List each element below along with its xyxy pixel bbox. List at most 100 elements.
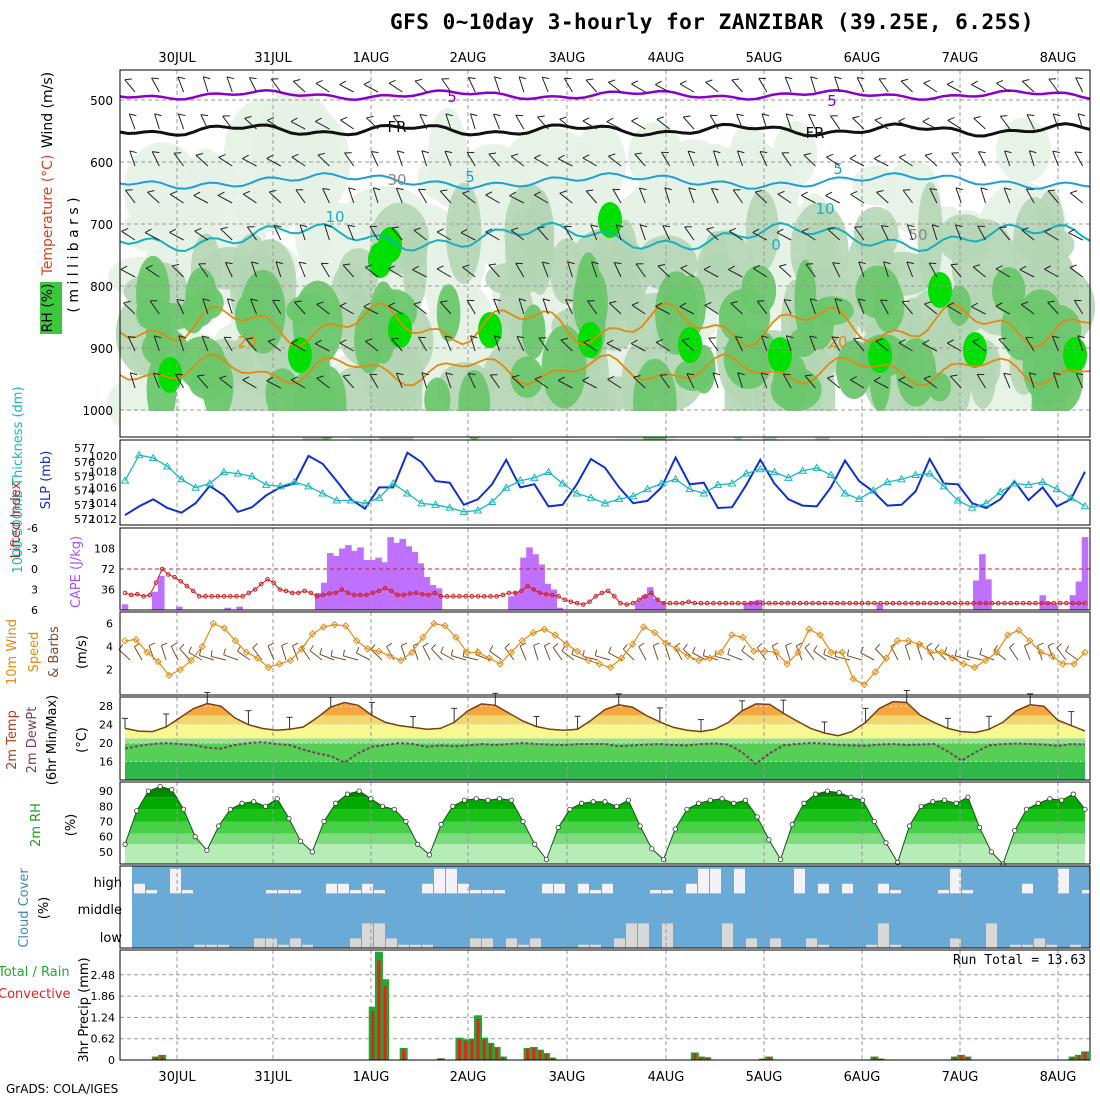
wind-barb [542,298,551,315]
slp-tick: 1012 [89,513,117,526]
wind-barb [705,79,719,93]
wind-barb [154,113,162,130]
cloud-bar [266,938,277,948]
cape-bar [326,553,334,610]
li-marker [296,590,301,596]
precip-conv-bar [705,1057,709,1060]
wind-barb [533,154,549,167]
rh2m-tick: 60 [99,831,113,844]
wind10-marker [463,648,471,657]
li-marker [401,592,407,598]
wind10-marker [562,640,571,648]
wind-barb [339,80,354,93]
li-marker [977,600,983,606]
wind10-barb [756,643,767,661]
wind-barb [873,376,889,389]
cape-bar [375,557,382,610]
wind-barb [537,226,549,241]
wind-barb [558,376,573,389]
wind-barb [630,339,646,352]
rh2m-marker [1012,827,1018,834]
cloud-bar [770,938,781,948]
wind-barb [339,302,354,315]
wind-barb [125,189,136,204]
wind-barb [469,335,478,352]
thickness-marker [685,484,695,493]
wind10-barb [571,648,587,661]
wind-barb [955,187,964,204]
wind-barb [850,190,865,204]
wind-barb [460,228,476,241]
rh-blob [184,148,227,236]
wind10-marker [838,648,846,657]
rh-blob [541,325,587,409]
cape-bar [755,599,763,610]
rh2m-marker [508,797,514,803]
li-marker [314,594,320,599]
wind10-barb [979,648,995,661]
wind-barb [639,224,648,241]
cape-bar [429,584,437,610]
temp-band [125,743,1085,762]
wind-barb [898,339,913,352]
wind-barb [901,300,913,315]
thickness-tick: 574 [74,485,95,498]
wind-barb [826,375,841,389]
cloud-bar [950,868,961,894]
li-marker [252,587,258,592]
time-label-top: 4AUG [648,51,685,66]
li-marker [234,594,239,599]
cloud-bar [362,883,373,894]
rh2m-marker [801,800,807,806]
cloud-bar [290,890,301,894]
rh2m-marker [415,841,421,847]
cloud-bar [878,883,889,894]
rh2m-marker [192,834,198,840]
wind-barb [200,114,209,130]
thickness-marker [290,477,299,486]
contour-label: FR [387,118,406,136]
wind-barb [1021,227,1035,241]
wind10-marker [275,660,284,668]
wind10-barb [860,646,875,661]
rh2m-marker [941,797,948,803]
thickness-marker [882,477,892,486]
wind-barb [468,76,476,93]
thickness-marker [1010,479,1019,487]
cape-bar [351,550,358,610]
li-marker [426,592,431,598]
wind10-barb [823,648,839,661]
li-marker [203,594,208,599]
rh2m-marker [1070,791,1076,797]
li-marker [512,590,518,596]
wind-barb [708,337,719,352]
wind-barb [827,227,841,241]
li-marker [333,590,338,596]
thickness-marker [205,479,215,487]
cloud-bar [422,883,433,894]
wind10-marker [827,648,835,657]
rh-blob [436,284,461,342]
wind-barb [290,117,306,130]
rh2m-marker [298,838,304,844]
rh-axis-label: RH (%) [40,284,56,333]
thickness-marker [162,461,172,470]
rh2m-marker [1058,797,1065,803]
li-marker [525,583,530,589]
wind-barb [736,150,745,167]
rh-blob [873,278,905,333]
rh2m-marker [778,856,784,863]
li-marker [407,591,413,596]
thickness-marker [897,474,906,483]
li-marker [389,588,394,594]
rh2m-marker [637,823,643,829]
wind-barb [735,336,743,352]
precip-conv-bar [699,1056,703,1060]
wind10-barb [785,642,792,661]
cape-bar [749,600,757,610]
wind-barb [728,227,743,241]
li-marker [475,594,481,599]
li-marker [642,594,648,599]
contour-label: 10 [325,208,344,226]
li-marker [872,600,877,606]
